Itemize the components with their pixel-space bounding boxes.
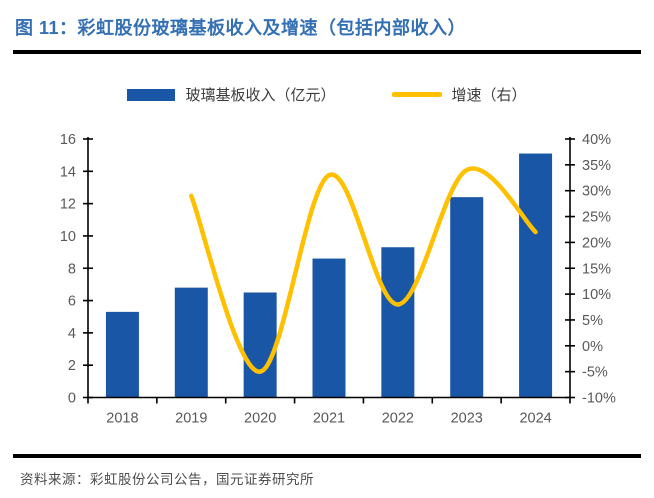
svg-text:12: 12 [60, 197, 76, 213]
svg-text:2: 2 [68, 358, 76, 374]
growth-line-swatch [391, 92, 442, 97]
source-note: 资料来源：彩虹股份公司公告，国元证券研究所 [20, 472, 314, 487]
svg-text:40%: 40% [582, 132, 611, 148]
svg-text:35%: 35% [582, 158, 611, 174]
figure-title: 图 11：彩虹股份玻璃基板收入及增速（包括内部收入） [15, 18, 467, 38]
svg-text:2021: 2021 [313, 411, 345, 427]
legend-item-growth: 增速（右） [391, 84, 527, 105]
chart-legend: 玻璃基板收入（亿元） 增速（右） [0, 84, 654, 105]
svg-text:16: 16 [60, 132, 76, 148]
svg-text:14: 14 [60, 164, 76, 180]
svg-text:2018: 2018 [106, 411, 138, 427]
svg-text:2024: 2024 [519, 411, 551, 427]
svg-text:25%: 25% [582, 210, 611, 226]
svg-text:10%: 10% [582, 287, 611, 303]
svg-text:10: 10 [60, 229, 76, 245]
svg-text:6: 6 [68, 294, 76, 310]
svg-text:5%: 5% [582, 313, 603, 329]
svg-text:0%: 0% [582, 339, 603, 355]
legend-label-growth: 增速（右） [451, 87, 527, 104]
svg-text:-10%: -10% [582, 391, 616, 407]
bottom-divider [13, 454, 641, 458]
svg-text:2023: 2023 [451, 411, 483, 427]
svg-text:15%: 15% [582, 261, 611, 277]
svg-text:20%: 20% [582, 235, 611, 251]
chart-area: 0 2 4 6 8 10 12 14 16 -10% -5% 0% 5% 10% 15% 20% 25% 30% 3… [0, 118, 654, 444]
svg-text:-5%: -5% [582, 365, 608, 381]
svg-text:0: 0 [68, 391, 76, 407]
svg-text:4: 4 [68, 326, 76, 342]
legend-label-revenue: 玻璃基板收入（亿元） [185, 87, 336, 104]
legend-item-revenue: 玻璃基板收入（亿元） [127, 84, 336, 105]
svg-text:8: 8 [68, 261, 76, 277]
top-divider [13, 50, 641, 54]
revenue-growth-chart: 0 2 4 6 8 10 12 14 16 -10% -5% 0% 5% 10% 15% 20% 25% 30% 3… [60, 132, 616, 427]
svg-text:2019: 2019 [175, 411, 207, 427]
svg-text:2022: 2022 [382, 411, 414, 427]
svg-text:30%: 30% [582, 184, 611, 200]
svg-text:2020: 2020 [244, 411, 276, 427]
revenue-bar-swatch [127, 88, 176, 101]
